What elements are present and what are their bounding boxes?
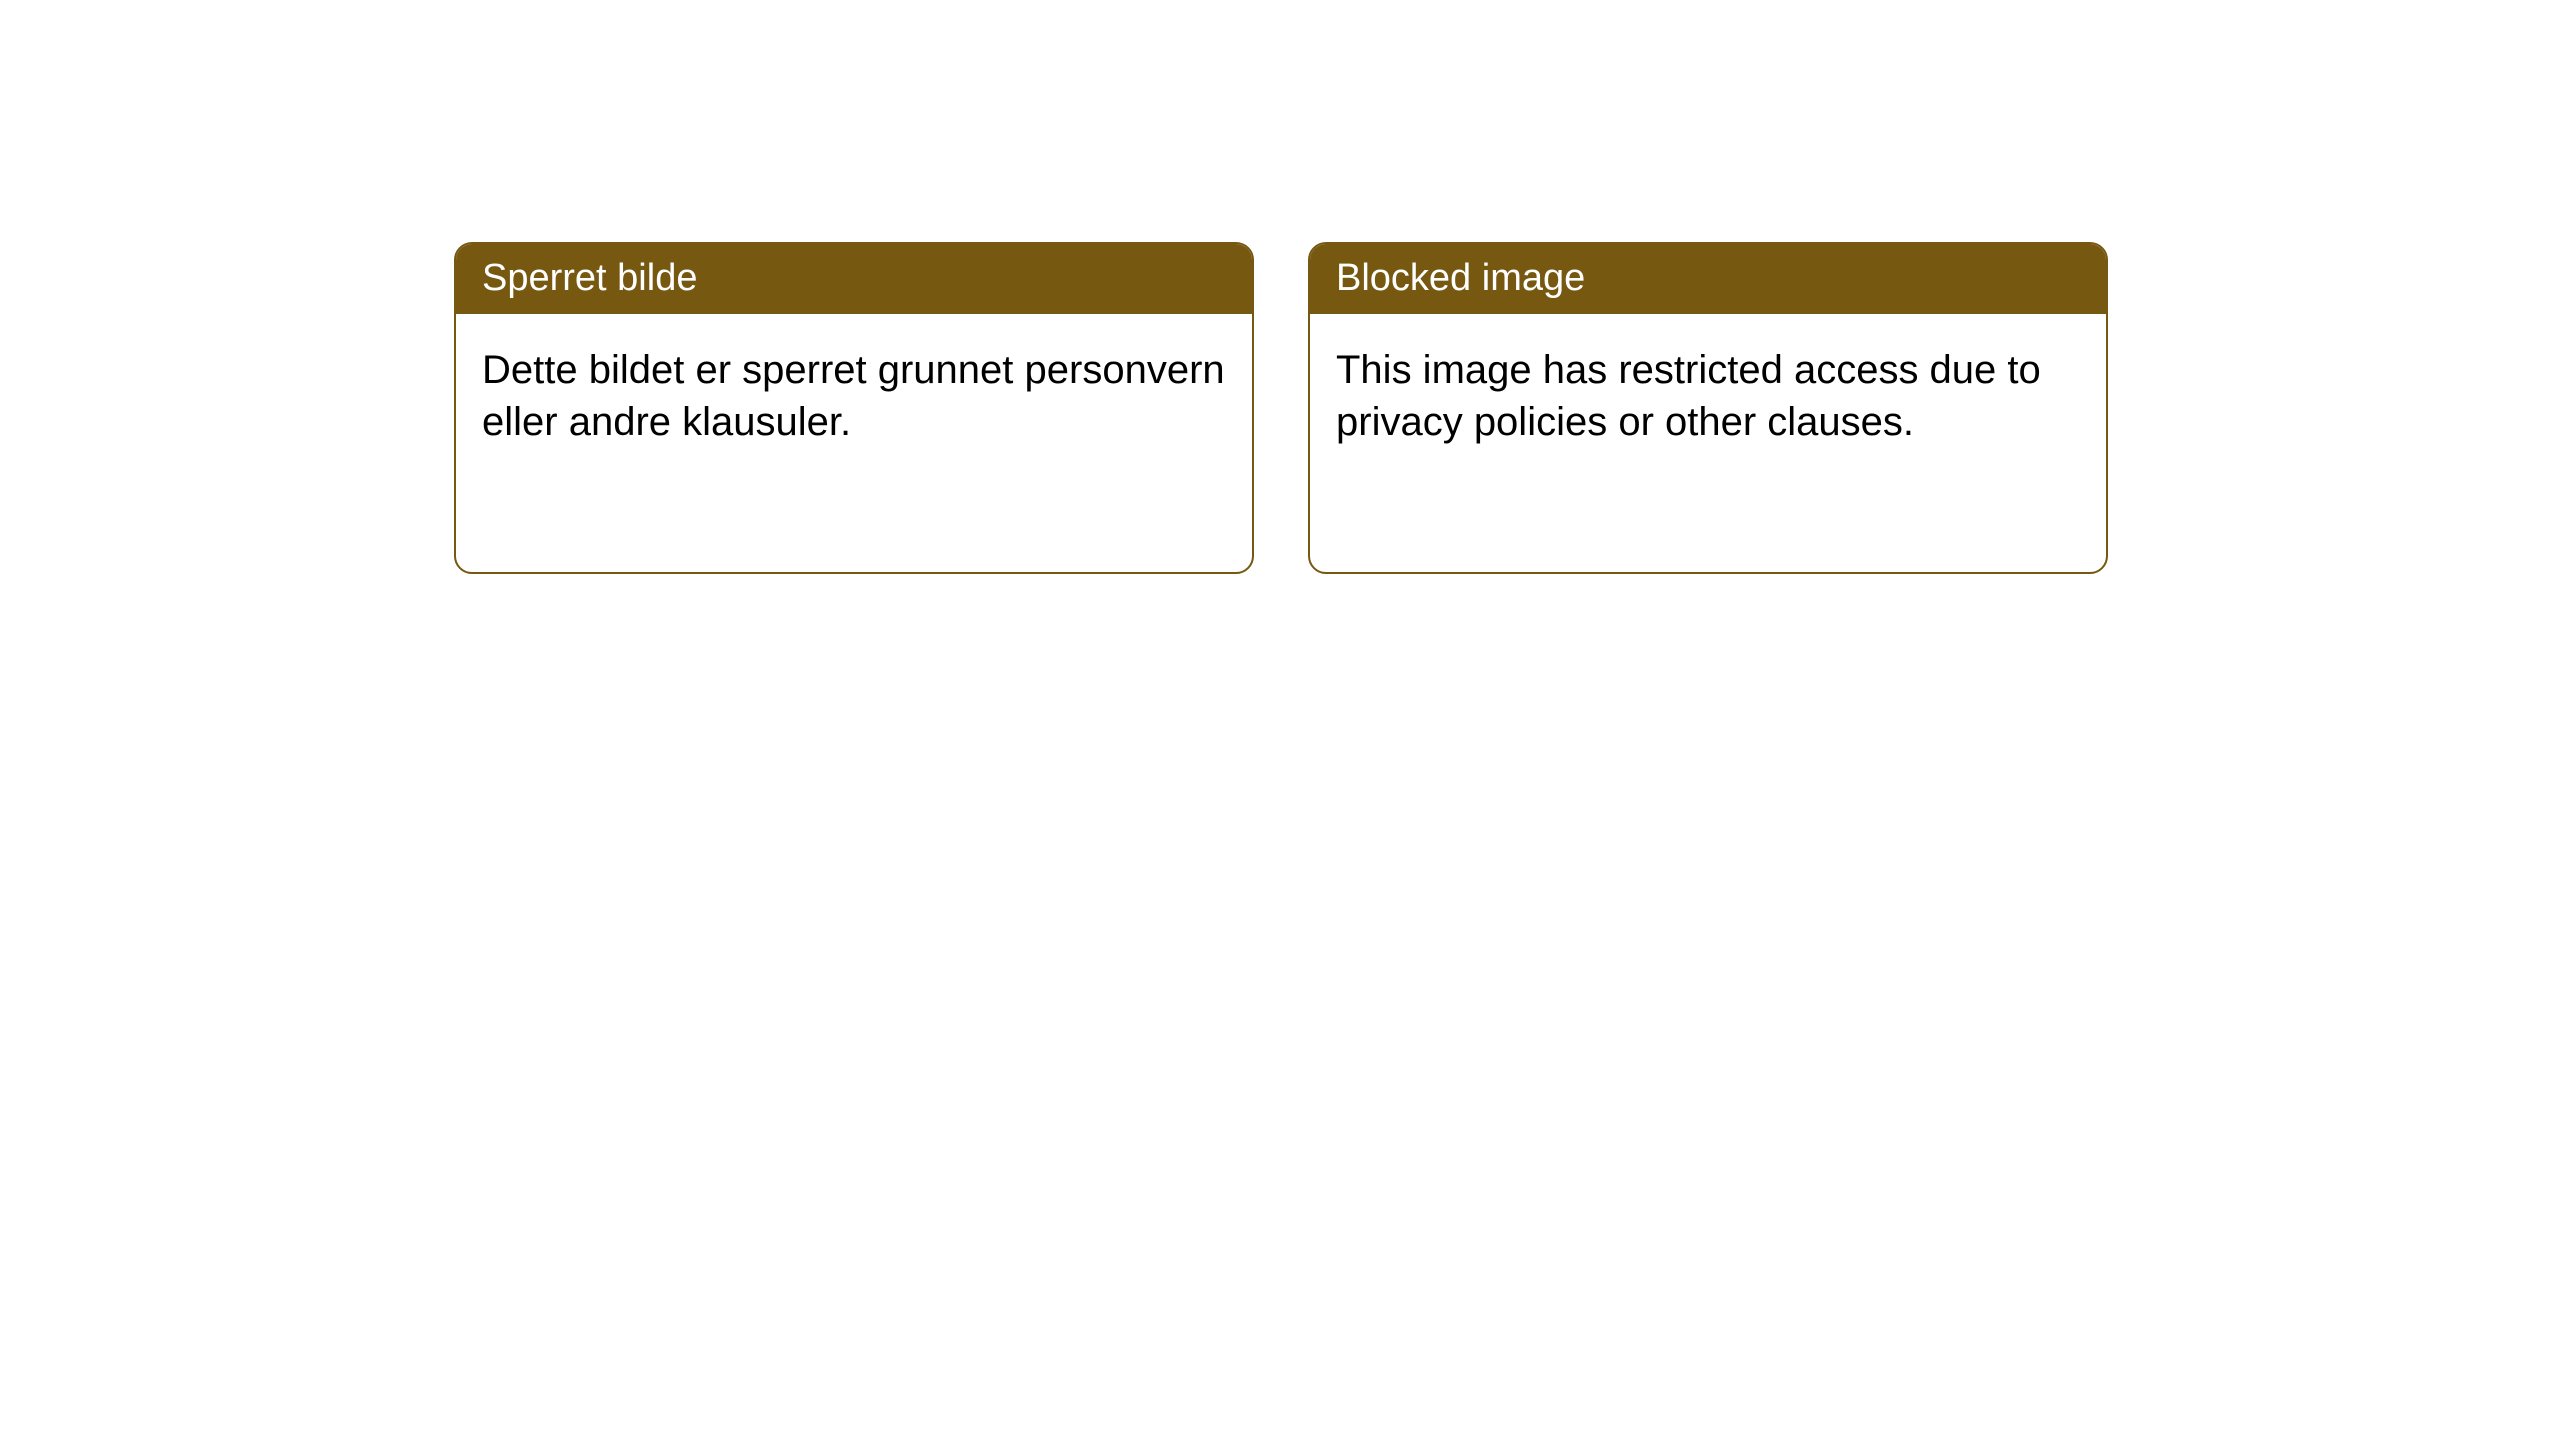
notice-card-norwegian: Sperret bilde Dette bildet er sperret gr… bbox=[454, 242, 1254, 574]
notice-title: Sperret bilde bbox=[456, 244, 1252, 314]
notice-card-english: Blocked image This image has restricted … bbox=[1308, 242, 2108, 574]
notice-body-text: This image has restricted access due to … bbox=[1310, 314, 2106, 478]
notice-container: Sperret bilde Dette bildet er sperret gr… bbox=[454, 242, 2108, 574]
notice-title: Blocked image bbox=[1310, 244, 2106, 314]
notice-body-text: Dette bildet er sperret grunnet personve… bbox=[456, 314, 1252, 478]
